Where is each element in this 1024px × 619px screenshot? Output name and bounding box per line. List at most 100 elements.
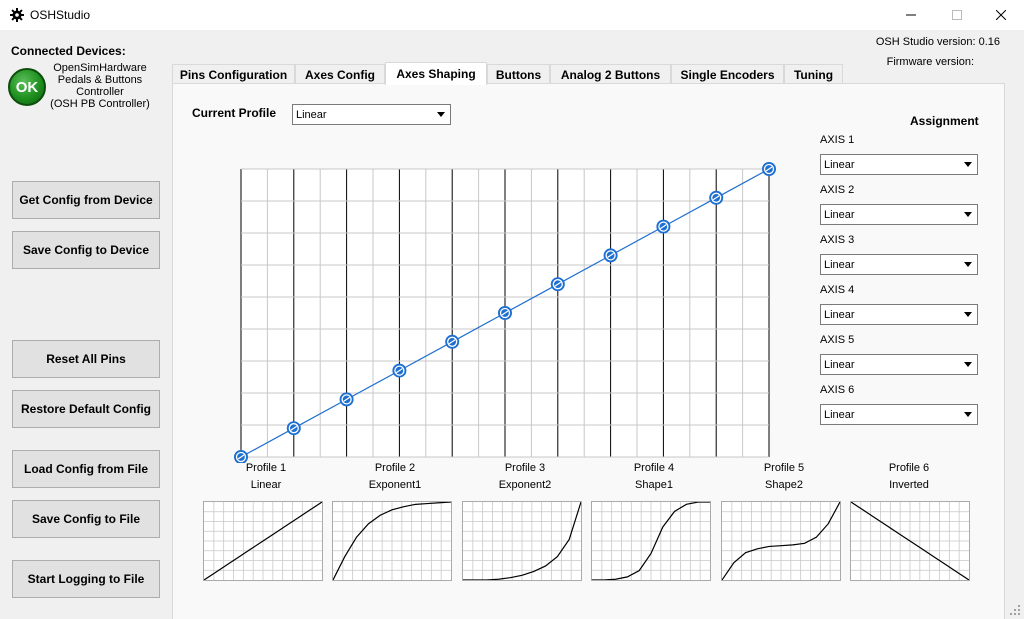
- restore-default-button[interactable]: Restore Default Config: [12, 390, 160, 428]
- point-ring: [605, 250, 616, 261]
- point-tick: [712, 195, 720, 201]
- tab-axes-shaping[interactable]: Axes Shaping: [385, 62, 487, 85]
- axis-4-select[interactable]: Linear: [820, 304, 978, 325]
- profile-5-caption: Profile 5 Shape2: [724, 460, 844, 494]
- load-config-file-button[interactable]: Load Config from File: [12, 450, 160, 488]
- profile-title: Profile 6: [888, 462, 930, 474]
- axis-6-select[interactable]: Linear: [820, 404, 978, 425]
- current-profile-select[interactable]: Linear: [292, 104, 451, 125]
- maximize-icon: [952, 10, 962, 20]
- curve-point[interactable]: [234, 450, 248, 463]
- gear-icon: [10, 8, 24, 22]
- point-tick: [343, 396, 350, 402]
- chevron-down-icon: [961, 157, 975, 172]
- profile-1-caption: Profile 1 Linear: [206, 460, 326, 494]
- point-tick: [237, 454, 245, 460]
- minimize-icon: [906, 14, 916, 16]
- curve-point[interactable]: [392, 363, 407, 378]
- device-line: OpenSimHardware: [53, 62, 147, 74]
- profile-6-thumbnail[interactable]: [850, 501, 970, 581]
- profile-title: Profile 2: [374, 462, 416, 474]
- profile-3-thumbnail[interactable]: [462, 501, 582, 581]
- tab-tuning[interactable]: Tuning: [784, 64, 843, 84]
- axis-value: Linear: [824, 158, 855, 171]
- tab-single-encoders[interactable]: Single Encoders: [671, 64, 784, 84]
- connection-status-badge: OK: [8, 68, 46, 106]
- curve-point[interactable]: [550, 277, 565, 292]
- point-tick: [765, 166, 773, 172]
- curve-point[interactable]: [762, 162, 776, 176]
- device-line: Controller: [76, 86, 124, 98]
- save-config-file-button[interactable]: Save Config to File: [12, 500, 160, 538]
- get-config-button[interactable]: Get Config from Device: [12, 181, 160, 219]
- tab-axes-config[interactable]: Axes Config: [295, 64, 385, 84]
- reset-pins-button[interactable]: Reset All Pins: [12, 340, 160, 378]
- profile-5-thumbnail[interactable]: [721, 501, 841, 581]
- save-config-device-button[interactable]: Save Config to Device: [12, 231, 160, 269]
- point-ring: [658, 221, 669, 232]
- minimize-button[interactable]: [888, 0, 934, 30]
- point-ring: [499, 307, 511, 319]
- curve-point[interactable]: [339, 392, 354, 407]
- thumb-curve: [204, 502, 322, 580]
- assignment-heading: Assignment: [910, 114, 979, 128]
- axis-value: Linear: [824, 308, 855, 321]
- tab-analog-2-buttons[interactable]: Analog 2 Buttons: [550, 64, 671, 84]
- current-profile-value: Linear: [296, 108, 327, 121]
- axis-5-select[interactable]: Linear: [820, 354, 978, 375]
- start-logging-button[interactable]: Start Logging to File: [12, 560, 160, 598]
- chevron-down-icon: [961, 407, 975, 422]
- studio-version: OSH Studio version: 0.16: [875, 36, 1000, 48]
- curve-point[interactable]: [498, 306, 512, 320]
- axis-1-select[interactable]: Linear: [820, 154, 978, 175]
- axis-3-select[interactable]: Linear: [820, 254, 978, 275]
- tab-buttons[interactable]: Buttons: [487, 64, 550, 84]
- curve-point[interactable]: [656, 219, 671, 234]
- curve-point[interactable]: [286, 421, 301, 436]
- axis-label: AXIS 4: [820, 284, 855, 296]
- close-button[interactable]: [978, 0, 1024, 30]
- chevron-down-icon: [961, 207, 975, 222]
- window-title: OSHStudio: [30, 8, 91, 22]
- point-ring: [711, 192, 722, 203]
- chevron-down-icon: [961, 357, 975, 372]
- point-tick: [554, 281, 562, 287]
- current-profile-label: Current Profile: [192, 106, 277, 120]
- axis-label: AXIS 1: [820, 134, 855, 146]
- profile-4-thumbnail[interactable]: [591, 501, 711, 581]
- point-ring: [341, 394, 352, 405]
- profile-name: Shape1: [635, 479, 673, 491]
- firmware-version: Firmware version:: [886, 56, 974, 68]
- curve-point[interactable]: [709, 190, 724, 205]
- profile-title: Profile 5: [763, 462, 805, 474]
- axis-label: AXIS 2: [820, 184, 855, 196]
- chevron-down-icon: [961, 307, 975, 322]
- profile-2-thumbnail[interactable]: [332, 501, 452, 581]
- axis-value: Linear: [824, 258, 855, 271]
- device-line: (OSH PB Controller): [50, 98, 150, 110]
- device-line: Pedals & Buttons: [57, 74, 143, 86]
- profile-name: Inverted: [889, 479, 929, 491]
- connected-devices-heading: Connected Devices:: [11, 44, 126, 58]
- resize-grip-icon[interactable]: [1009, 604, 1021, 616]
- client-area: Connected Devices: OK OpenSimHardware Pe…: [0, 30, 1024, 619]
- axis-2-select[interactable]: Linear: [820, 204, 978, 225]
- axis-label: AXIS 6: [820, 384, 855, 396]
- chevron-down-icon: [434, 107, 448, 122]
- tab-pins-configuration[interactable]: Pins Configuration: [172, 64, 295, 84]
- profile-name: Exponent2: [498, 479, 552, 491]
- profile-name: Shape2: [765, 479, 803, 491]
- curve-point[interactable]: [603, 248, 618, 263]
- shaping-curve-editor[interactable]: [231, 159, 779, 463]
- curve-point[interactable]: [445, 334, 460, 349]
- thumb-curve: [333, 502, 451, 580]
- profile-1-thumbnail[interactable]: [203, 501, 323, 581]
- maximize-button[interactable]: [934, 0, 980, 30]
- profile-title: Profile 1: [245, 462, 287, 474]
- point-ring: [288, 423, 299, 434]
- point-tick: [396, 368, 403, 374]
- profile-name: Exponent1: [368, 479, 422, 491]
- device-description: OpenSimHardware Pedals & Buttons Control…: [48, 62, 152, 110]
- point-tick: [448, 339, 456, 345]
- close-icon: [996, 10, 1006, 20]
